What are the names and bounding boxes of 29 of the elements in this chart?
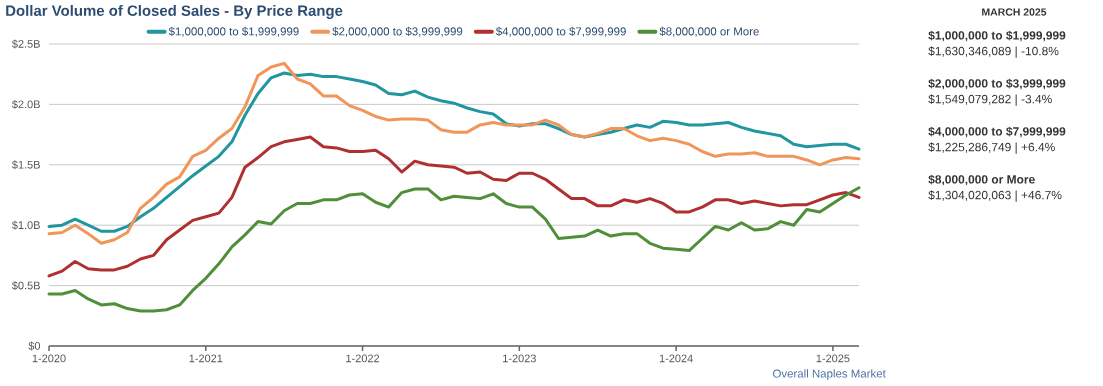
x-tick-label: 1-2025 [816,354,850,363]
category-label: $8,000,000 or More [928,174,1035,186]
line-series [47,186,861,313]
text: Overall Naples Market [773,369,886,380]
line-series [47,135,861,278]
text: $1,630,346,089 | -10.8% [928,46,1059,58]
text: $1,225,286,749 | +6.4% [928,142,1055,154]
category-label: $1,000,000 to $1,999,999 [928,30,1066,42]
y-tick-label: $2.0B [11,99,40,109]
y-tick-label: $0.5B [11,281,40,291]
x-tick-label: 1-2024 [659,354,693,363]
y-tick-label: $1.0B [11,220,40,230]
category-label: $2,000,000 to $3,999,999 [928,78,1066,90]
legend-label: $8,000,000 or More [659,26,759,37]
y-tick-label: $2.5B [11,39,40,49]
x-tick-label: 1-2021 [189,354,223,363]
y-tick-label: $0 [28,341,41,351]
legend-label: $4,000,000 to $7,999,999 [495,26,626,37]
text: MARCH 2025 [982,8,1047,16]
y-tick-label: $1.5B [11,160,40,170]
text: $1,304,020,063 | +46.7% [928,190,1062,202]
chart-title: Dollar Volume of Closed Sales - By Price Range [6,5,343,19]
text: $1,549,079,282 | -3.4% [928,94,1052,106]
legend-label: $1,000,000 to $1,999,999 [168,26,299,37]
x-tick-label: 1-2023 [503,354,536,363]
category-label: $4,000,000 to $7,999,999 [928,126,1066,138]
legend-label: $2,000,000 to $3,999,999 [332,26,463,37]
x-tick-label: 1-2022 [346,354,380,363]
x-tick-label: 1-2020 [32,354,66,363]
